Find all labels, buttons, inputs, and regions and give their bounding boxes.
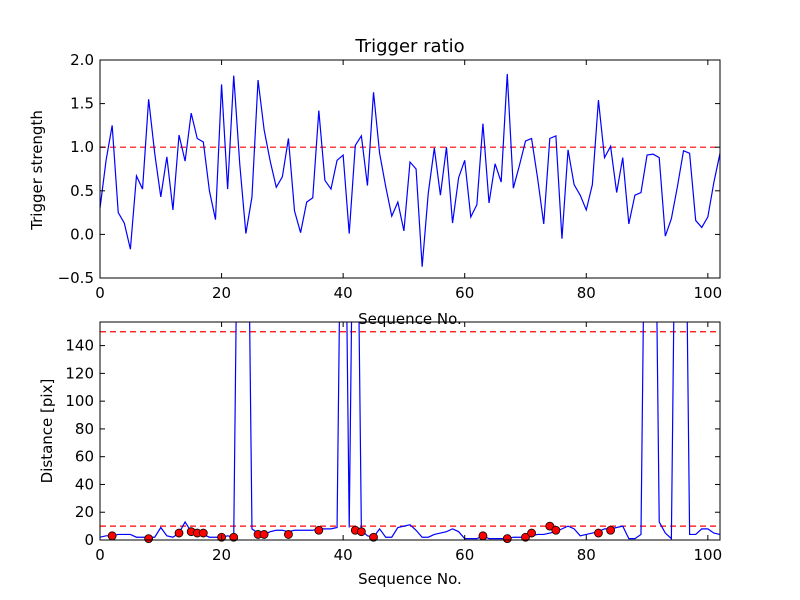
y-tick-label: 40: [75, 475, 94, 493]
x-tick-label: 60: [455, 546, 474, 564]
x-axis-label: Sequence No.: [358, 310, 462, 328]
y-tick-label: 140: [65, 337, 94, 355]
x-tick-label: 0: [95, 284, 105, 302]
y-tick-label: 100: [65, 392, 94, 410]
y-tick-label: −0.5: [58, 269, 94, 287]
y-tick-label: 120: [65, 364, 94, 382]
x-tick-label: 20: [212, 546, 231, 564]
data-point: [356, 527, 366, 537]
x-tick-label: 100: [694, 546, 723, 564]
data-point: [521, 532, 530, 542]
data-point: [478, 531, 488, 541]
x-tick-label: 40: [334, 284, 353, 302]
x-tick-label: 60: [455, 284, 474, 302]
y-axis-label: Distance [pix]: [38, 379, 56, 484]
series-line: [100, 73, 720, 267]
data-point: [229, 532, 239, 542]
x-tick-label: 20: [212, 284, 231, 302]
axes-frame: [99, 321, 721, 541]
y-tick-label: 1.0: [70, 138, 94, 156]
y-tick-label: 0: [84, 531, 94, 549]
data-point: [314, 525, 324, 535]
y-tick-label: 0.0: [70, 225, 94, 243]
data-point: [527, 528, 536, 538]
x-tick-label: 80: [577, 284, 596, 302]
y-tick-label: 2.0: [70, 51, 94, 69]
y-tick-label: 20: [75, 503, 94, 521]
x-tick-label: 100: [694, 284, 723, 302]
data-point: [107, 531, 117, 541]
y-axis-label: Trigger strength: [28, 110, 46, 231]
y-tick-label: 60: [75, 448, 94, 466]
y-tick-label: 1.5: [70, 95, 94, 113]
data-point: [545, 521, 555, 531]
data-point: [198, 528, 208, 538]
data-point: [369, 532, 378, 542]
x-tick-label: 80: [577, 546, 596, 564]
axes-frame: [99, 59, 721, 279]
data-point: [594, 528, 603, 538]
x-axis-label: Sequence No.: [358, 570, 462, 588]
data-point: [551, 525, 561, 535]
data-point: [144, 534, 154, 544]
distance-panel: Sequence No. Distance [pix] 0 20 40 60 80 100…: [38, 321, 723, 588]
data-point: [259, 530, 269, 539]
x-tick-label: 40: [334, 546, 353, 564]
data-point: [502, 534, 512, 544]
data-point: [174, 528, 184, 538]
trigger-ratio-panel: Trigger ratio Sequence No. Trigger stren…: [28, 36, 722, 328]
data-point: [284, 530, 293, 539]
data-point: [606, 525, 615, 535]
x-tick-label: 0: [95, 546, 105, 564]
chart-title: Trigger ratio: [354, 36, 464, 57]
y-tick-label: 0.5: [70, 182, 94, 200]
y-tick-label: 80: [75, 420, 94, 438]
